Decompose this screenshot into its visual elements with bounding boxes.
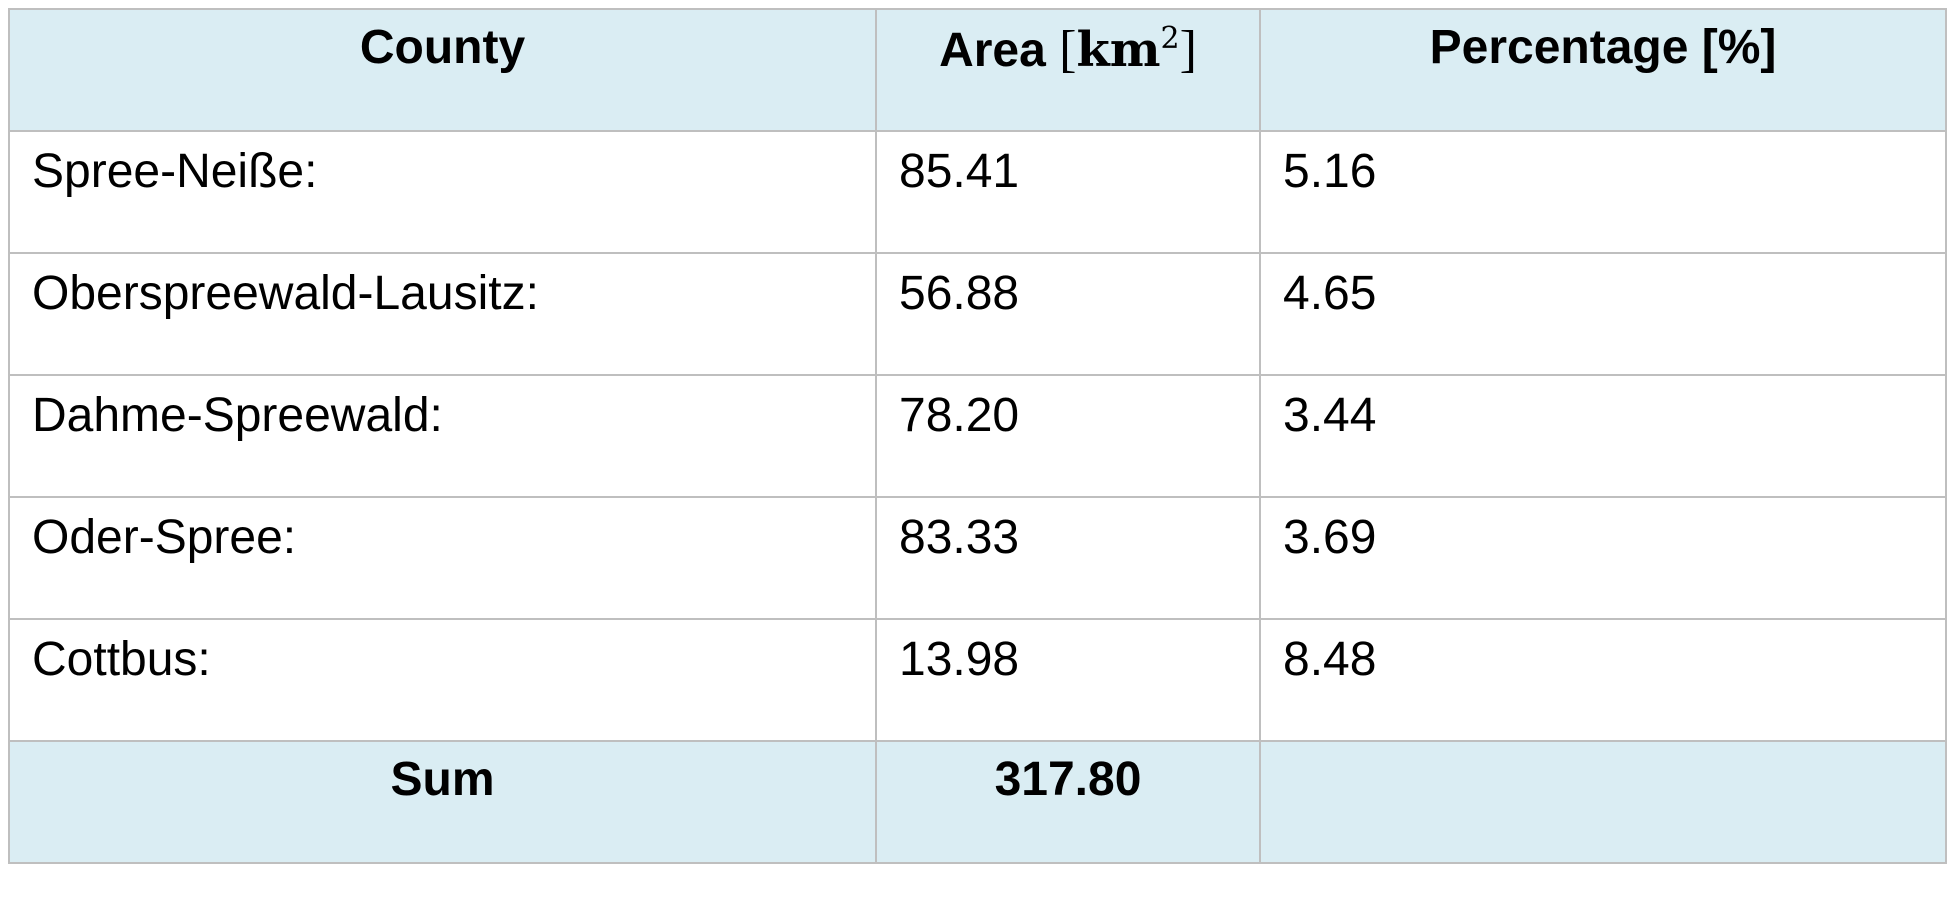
sum-percentage xyxy=(1259,740,1947,864)
header-row: County Area [km2] Percentage [%] xyxy=(8,8,1947,132)
area-cell: 56.88 xyxy=(875,252,1261,376)
county-cell: Cottbus: xyxy=(8,618,877,742)
header-area-unit: km2 xyxy=(1076,22,1179,78)
header-percentage: Percentage [%] xyxy=(1259,8,1947,132)
sum-label: Sum xyxy=(8,740,877,864)
area-cell: 13.98 xyxy=(875,618,1261,742)
header-area-label: Area xyxy=(939,24,1046,77)
header-area-bracket-close: ] xyxy=(1179,21,1197,78)
header-county: County xyxy=(8,8,877,132)
area-cell: 85.41 xyxy=(875,130,1261,254)
table-row: Oberspreewald-Lausitz: 56.88 4.65 xyxy=(8,252,1947,376)
percentage-cell: 5.16 xyxy=(1259,130,1947,254)
county-cell: Oberspreewald-Lausitz: xyxy=(8,252,877,376)
table-row: Oder-Spree: 83.33 3.69 xyxy=(8,496,1947,620)
table-row: Spree-Neiße: 85.41 5.16 xyxy=(8,130,1947,254)
area-cell: 78.20 xyxy=(875,374,1261,498)
percentage-cell: 8.48 xyxy=(1259,618,1947,742)
percentage-cell: 3.44 xyxy=(1259,374,1947,498)
header-area-bracket-open: [ xyxy=(1059,21,1077,78)
county-area-table: County Area [km2] Percentage [%] Spree-N… xyxy=(8,8,1947,864)
data-table-container: County Area [km2] Percentage [%] Spree-N… xyxy=(8,8,1947,864)
header-area: Area [km2] xyxy=(875,8,1261,132)
table-row: Cottbus: 13.98 8.48 xyxy=(8,618,1947,742)
table-row: Dahme-Spreewald: 78.20 3.44 xyxy=(8,374,1947,498)
sum-row: Sum 317.80 xyxy=(8,740,1947,864)
sum-area: 317.80 xyxy=(875,740,1261,864)
county-cell: Oder-Spree: xyxy=(8,496,877,620)
percentage-cell: 3.69 xyxy=(1259,496,1947,620)
header-area-unit-base: km xyxy=(1076,22,1161,78)
percentage-cell: 4.65 xyxy=(1259,252,1947,376)
area-cell: 83.33 xyxy=(875,496,1261,620)
county-cell: Dahme-Spreewald: xyxy=(8,374,877,498)
header-area-unit-exponent: 2 xyxy=(1160,21,1180,56)
county-cell: Spree-Neiße: xyxy=(8,130,877,254)
